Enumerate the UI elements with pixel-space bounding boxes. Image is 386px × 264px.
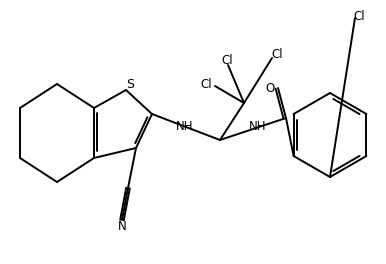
Text: Cl: Cl xyxy=(353,10,365,22)
Text: NH: NH xyxy=(176,120,194,134)
Text: NH: NH xyxy=(249,120,267,134)
Text: Cl: Cl xyxy=(200,78,212,92)
Text: Cl: Cl xyxy=(271,48,283,60)
Text: N: N xyxy=(118,220,126,233)
Text: S: S xyxy=(126,78,134,92)
Text: Cl: Cl xyxy=(221,54,233,68)
Text: O: O xyxy=(266,82,274,95)
